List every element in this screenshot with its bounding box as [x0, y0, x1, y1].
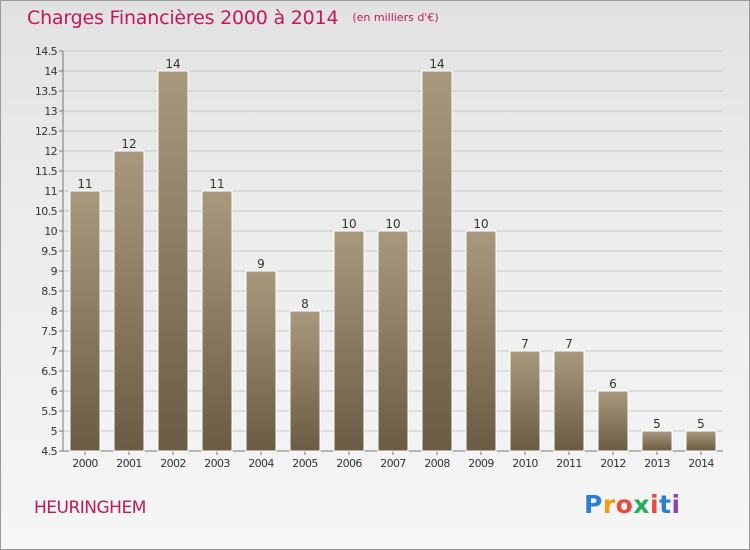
bar-2004 [245, 270, 277, 452]
bar-2014 [685, 430, 717, 452]
y-tick-label: 7 [51, 345, 58, 358]
x-tick-label-2013: 2013 [644, 457, 670, 470]
y-tick-label: 4.5 [41, 445, 57, 458]
logo-letter: r [602, 490, 616, 519]
value-label-2010: 7 [521, 337, 529, 351]
logo-letter: x [633, 490, 650, 519]
value-label-2011: 7 [565, 337, 573, 351]
x-tick-label-2014: 2014 [688, 457, 714, 470]
value-label-2004: 9 [257, 257, 265, 271]
x-tick-label-2008: 2008 [424, 457, 450, 470]
x-tick-label-2001: 2001 [116, 457, 142, 470]
x-tick-label-2009: 2009 [468, 457, 494, 470]
y-tick-label: 6 [51, 385, 58, 398]
bar-2012 [597, 390, 629, 452]
value-label-2009: 10 [473, 217, 488, 231]
bar-2009 [465, 230, 497, 452]
y-tick-label: 12.5 [35, 125, 58, 138]
logo-letter: i [650, 490, 660, 519]
proxiti-logo[interactable]: Proxiti [584, 490, 681, 519]
value-label-2000: 11 [77, 177, 92, 191]
value-label-2007: 10 [385, 217, 400, 231]
bar-2001 [113, 150, 145, 452]
y-tick-label: 6.5 [41, 365, 57, 378]
y-tick-label: 14.5 [35, 45, 58, 58]
bar-2013 [641, 430, 673, 452]
logo-letter: P [584, 490, 603, 519]
x-tick-label-2007: 2007 [380, 457, 406, 470]
value-label-2014: 5 [697, 417, 705, 431]
y-tick-label: 9.5 [41, 245, 57, 258]
x-tick-label-2011: 2011 [556, 457, 582, 470]
y-tick-label: 5 [51, 425, 58, 438]
x-tick-label-2012: 2012 [600, 457, 626, 470]
x-tick-label-2004: 2004 [248, 457, 274, 470]
title-line: Charges Financières 2000 à 2014 (en milli… [27, 7, 439, 29]
chart-subtitle: (en milliers d'€) [352, 11, 439, 24]
x-tick-label-2006: 2006 [336, 457, 362, 470]
bar-2000 [69, 190, 101, 452]
y-tick-label: 9 [51, 265, 58, 278]
bar-2005 [289, 310, 321, 452]
bar-2010 [509, 350, 541, 452]
value-label-2003: 11 [209, 177, 224, 191]
chart-title: Charges Financières 2000 à 2014 [27, 7, 339, 29]
y-tick-label: 8 [51, 305, 58, 318]
value-label-2012: 6 [609, 377, 617, 391]
value-label-2001: 12 [121, 137, 136, 151]
labels: 4.5 5 5.5 6 6.5 7 7.5 8 8.5 9 9.5 10 10.5 11 11.5 12 12.… [35, 45, 715, 470]
x-tick-label-2000: 2000 [72, 457, 98, 470]
bar-2008 [421, 70, 453, 452]
y-tick-label: 10 [44, 225, 57, 238]
x-tick-label-2002: 2002 [160, 457, 186, 470]
y-tick-label: 8.5 [41, 285, 57, 298]
bar-2006 [333, 230, 365, 452]
commune-name: HEURINGHEM [34, 498, 146, 518]
bar-2007 [377, 230, 409, 452]
bar-2003 [201, 190, 233, 452]
y-tick-label: 11 [44, 185, 57, 198]
y-tick-label: 5.5 [41, 405, 57, 418]
bar-2011 [553, 350, 585, 452]
logo-letter: i [671, 490, 681, 519]
bar-2002 [157, 70, 189, 452]
value-label-2006: 10 [341, 217, 356, 231]
value-label-2008: 14 [429, 57, 444, 71]
y-tick-label: 10.5 [35, 205, 58, 218]
y-tick-label: 14 [44, 65, 57, 78]
logo-letter: t [659, 490, 672, 519]
value-label-2013: 5 [653, 417, 661, 431]
x-tick-label-2003: 2003 [204, 457, 230, 470]
y-tick-label: 12 [44, 145, 57, 158]
value-label-2005: 8 [301, 297, 309, 311]
x-tick-label-2010: 2010 [512, 457, 538, 470]
bars [69, 70, 717, 452]
y-tick-label: 11.5 [35, 165, 58, 178]
y-tick-label: 13.5 [35, 85, 58, 98]
logo-letter: o [615, 490, 634, 519]
y-tick-label: 7.5 [41, 325, 57, 338]
y-tick-label: 13 [44, 105, 57, 118]
value-label-2002: 14 [165, 57, 180, 71]
x-tick-label-2005: 2005 [292, 457, 318, 470]
